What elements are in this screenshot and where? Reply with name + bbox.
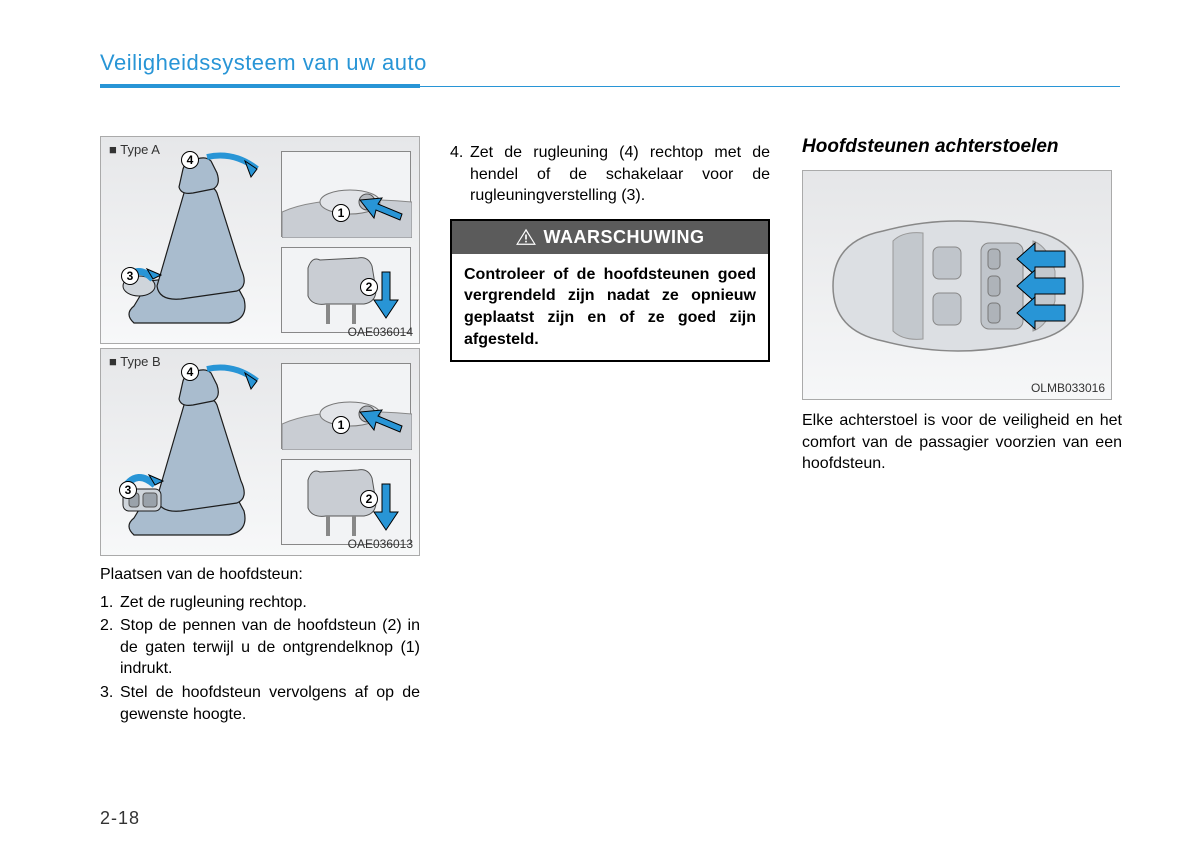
step-text: Stel de hoofdsteun vervolgens af op de g… <box>120 682 420 725</box>
title-rule-thin <box>420 86 1120 87</box>
left-intro: Plaatsen van de hoofdsteun: <box>100 564 420 586</box>
column-middle: 4.Zet de rugleuning (4) rechtop met de h… <box>450 136 770 362</box>
section-heading: Hoofdsteunen achterstoelen <box>802 136 1122 158</box>
car-top-svg <box>803 171 1113 401</box>
column-right: Hoofdsteunen achterstoelen OLMB033016 <box>802 136 1122 475</box>
seat-type-b-svg <box>109 363 274 553</box>
page-number: 2-18 <box>100 808 140 829</box>
inset-a2-svg <box>282 248 412 334</box>
diagram-code-b: OAE036013 <box>348 537 413 551</box>
warning-box: WAARSCHUWING Controleer of de hoofdsteun… <box>450 219 770 362</box>
warning-triangle-icon <box>516 228 536 246</box>
diagram-car-top: OLMB033016 <box>802 170 1112 400</box>
step-num: 2. <box>100 615 120 680</box>
callout-1b: 1 <box>332 416 350 434</box>
warning-title: WAARSCHUWING <box>544 227 705 248</box>
callout-3b: 3 <box>119 481 137 499</box>
callout-1: 1 <box>332 204 350 222</box>
inset-b1-svg <box>282 364 412 450</box>
inset-b2: 2 <box>281 459 411 545</box>
inset-b2-svg <box>282 460 412 546</box>
diagram-code-car: OLMB033016 <box>1031 381 1105 395</box>
step-text: Stop de pennen van de hoofdsteun (2) in … <box>120 615 420 680</box>
list-item: 2.Stop de pennen van de hoofdsteun (2) i… <box>100 615 420 680</box>
warning-body: Controleer of de hoofdsteunen goed vergr… <box>452 254 768 360</box>
diagram-code-a: OAE036014 <box>348 325 413 339</box>
left-steps-list: 1.Zet de rugleuning rechtop. 2.Stop de p… <box>100 592 420 726</box>
callout-4: 4 <box>181 151 199 169</box>
page-title: Veiligheidssysteem van uw auto <box>100 50 427 76</box>
list-item: 3.Stel de hoofdsteun vervolgens af op de… <box>100 682 420 725</box>
step-text: Zet de rugleuning (4) rechtop met de hen… <box>470 142 770 207</box>
diagram-type-b: ■ Type B 4 3 1 <box>100 348 420 556</box>
step-num: 4. <box>450 142 470 207</box>
inset-a2: 2 <box>281 247 411 333</box>
list-item: 1.Zet de rugleuning rechtop. <box>100 592 420 614</box>
seat-type-a-svg <box>109 151 274 341</box>
step-num: 1. <box>100 592 120 614</box>
right-paragraph: Elke achterstoel is voor de veiligheid e… <box>802 410 1122 475</box>
callout-2: 2 <box>360 278 378 296</box>
callout-2b: 2 <box>360 490 378 508</box>
callout-3: 3 <box>121 267 139 285</box>
step-num: 3. <box>100 682 120 725</box>
column-left: ■ Type A 4 3 <box>100 136 420 727</box>
step-text: Zet de rugleuning rechtop. <box>120 592 420 614</box>
title-rule-thick <box>100 84 420 88</box>
inset-a1-svg <box>282 152 412 238</box>
inset-a1: 1 <box>281 151 411 237</box>
warning-header: WAARSCHUWING <box>452 221 768 254</box>
list-item: 4.Zet de rugleuning (4) rechtop met de h… <box>450 142 770 207</box>
callout-4b: 4 <box>181 363 199 381</box>
diagram-type-a: ■ Type A 4 3 <box>100 136 420 344</box>
inset-b1: 1 <box>281 363 411 449</box>
mid-step-list: 4.Zet de rugleuning (4) rechtop met de h… <box>450 142 770 207</box>
